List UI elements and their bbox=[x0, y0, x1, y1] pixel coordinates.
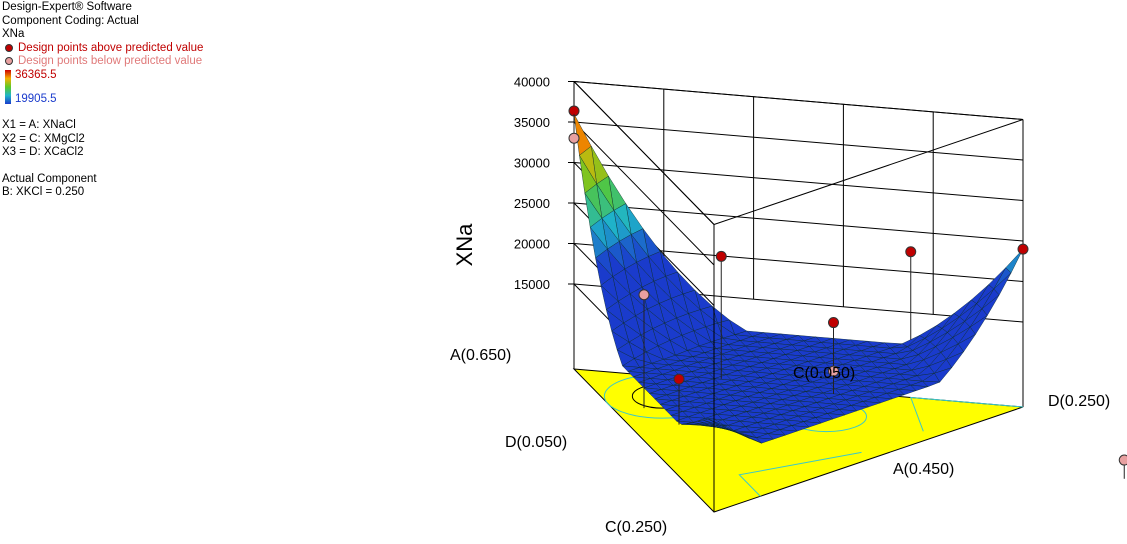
coding-label: Component Coding: Actual bbox=[2, 14, 139, 27]
actual-component-label: Actual Component bbox=[2, 172, 97, 185]
response-label: XNa bbox=[2, 28, 25, 41]
z-tick-label: 35000 bbox=[514, 115, 550, 130]
software-label: Design-Expert® Software bbox=[2, 1, 132, 13]
design-point-below bbox=[568, 132, 580, 144]
design-point-below bbox=[828, 365, 839, 377]
x2-label: X2 = C: XMgCl2 bbox=[2, 132, 85, 145]
wall-top-dc bbox=[713, 119, 1024, 225]
color-high-label: 36365.5 bbox=[15, 68, 57, 81]
fixed-component-label: B: XKCl = 0.250 bbox=[2, 186, 85, 199]
color-gradient-bar bbox=[5, 69, 11, 104]
wall-gridline-z bbox=[573, 162, 1024, 201]
x3-label: X3 = D: XCaCl2 bbox=[2, 146, 84, 159]
above-point-icon bbox=[5, 43, 13, 52]
vertex-label-a-right: A(0.450) bbox=[893, 461, 954, 478]
design-point-above bbox=[905, 246, 917, 258]
design-point-above bbox=[673, 373, 685, 385]
vertex-label-c-back: C(0.050) bbox=[793, 365, 855, 382]
legend-below-label: Design points below predicted value bbox=[18, 55, 203, 68]
below-point-icon bbox=[5, 57, 13, 66]
z-tick-label: 15000 bbox=[514, 277, 550, 292]
design-point-below bbox=[1118, 454, 1127, 466]
contour-line bbox=[738, 451, 862, 497]
legend-above: Design points above predicted value bbox=[2, 42, 262, 56]
z-axis-label: XNa bbox=[452, 223, 477, 267]
legend-below: Design points below predicted value bbox=[2, 55, 262, 69]
z-tick-label: 40000 bbox=[514, 75, 550, 90]
design-point-above bbox=[715, 250, 727, 262]
legend-panel: Design-Expert® Software Component Coding… bbox=[2, 1, 262, 200]
wall-gridline-z-left bbox=[573, 81, 715, 225]
design-point-above bbox=[828, 317, 839, 329]
contour-line bbox=[910, 396, 1024, 432]
legend-above-label: Design points above predicted value bbox=[18, 41, 204, 54]
surface-facet bbox=[708, 418, 727, 427]
color-scale: 36365.5 19905.5 bbox=[2, 68, 262, 106]
design-point-below bbox=[638, 289, 650, 301]
wall-gridline-z-left bbox=[573, 121, 715, 266]
vertex-label-c-bottom: C(0.250) bbox=[605, 519, 667, 536]
vertex-label-d-left: D(0.050) bbox=[505, 434, 567, 451]
wall-gridline-z bbox=[573, 81, 1024, 120]
vertex-label-a-top: A(0.650) bbox=[450, 347, 511, 364]
wall-gridline-z bbox=[573, 121, 1024, 161]
wall-gridline-z bbox=[573, 202, 1024, 242]
vertex-label-d-right: D(0.250) bbox=[1048, 393, 1110, 410]
color-low-label: 19905.5 bbox=[15, 92, 57, 105]
design-point-above bbox=[1017, 243, 1029, 255]
z-tick-label: 30000 bbox=[514, 156, 550, 171]
z-tick-label: 20000 bbox=[514, 237, 550, 252]
x1-label: X1 = A: XNaCl bbox=[2, 118, 76, 131]
z-tick-label: 25000 bbox=[514, 196, 550, 211]
